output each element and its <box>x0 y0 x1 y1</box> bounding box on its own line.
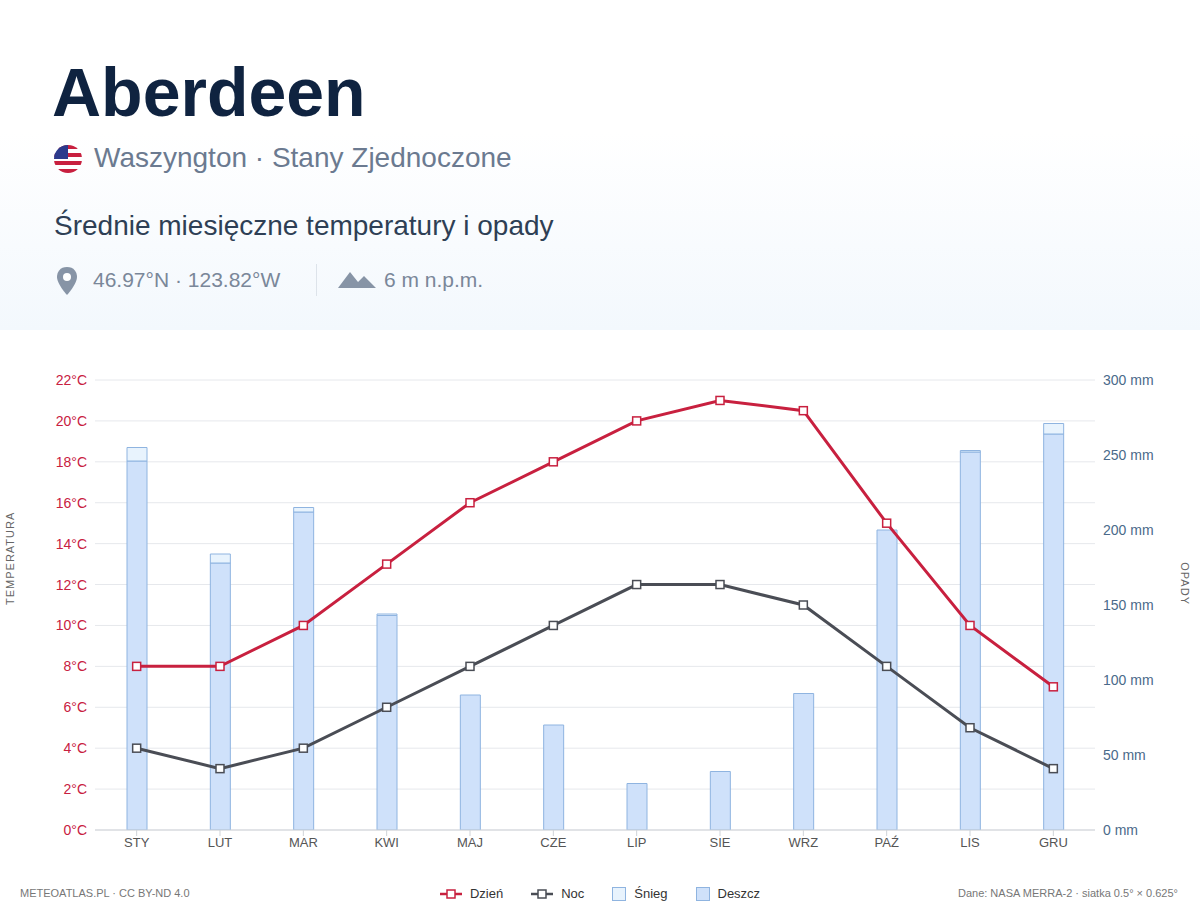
svg-text:100 mm: 100 mm <box>1103 672 1154 688</box>
svg-text:GRU: GRU <box>1039 835 1068 850</box>
svg-text:300 mm: 300 mm <box>1103 372 1154 388</box>
svg-text:0 mm: 0 mm <box>1103 822 1138 838</box>
svg-text:18°C: 18°C <box>56 454 87 470</box>
svg-text:20°C: 20°C <box>56 413 87 429</box>
svg-text:10°C: 10°C <box>56 617 87 633</box>
svg-text:250 mm: 250 mm <box>1103 447 1154 463</box>
svg-text:16°C: 16°C <box>56 495 87 511</box>
svg-text:WRZ: WRZ <box>789 835 819 850</box>
svg-text:0°C: 0°C <box>64 822 88 838</box>
html-text:METEOATLAS.PL · CC BY-ND 4.0: METEOATLAS.PL · CC BY-ND 4.0 <box>20 887 190 899</box>
html-text:46.97°N · 123.82°W: 46.97°N · 123.82°W <box>93 268 281 291</box>
svg-text:4°C: 4°C <box>64 740 88 756</box>
svg-text:TEMPERATURA: TEMPERATURA <box>4 512 16 605</box>
html-text:Średnie miesięczne temperatury: Średnie miesięczne temperatury i opady <box>54 210 554 241</box>
svg-text:14°C: 14°C <box>56 536 87 552</box>
svg-text:12°C: 12°C <box>56 577 87 593</box>
svg-text:MAJ: MAJ <box>457 835 483 850</box>
html-text:Aberdeen: Aberdeen <box>52 54 366 130</box>
svg-text:2°C: 2°C <box>64 781 88 797</box>
html-text:Deszcz: Deszcz <box>717 886 761 901</box>
svg-text:SIE: SIE <box>710 835 731 850</box>
svg-text:LIS: LIS <box>960 835 980 850</box>
html-text:Dane: NASA MERRA-2 · siatka 0.: Dane: NASA MERRA-2 · siatka 0.5° × 0.625… <box>958 887 1178 899</box>
html-text:6 m n.p.m.: 6 m n.p.m. <box>384 268 484 291</box>
svg-text:8°C: 8°C <box>64 658 88 674</box>
html-text:Waszyngton · Stany Zjednoczone: Waszyngton · Stany Zjednoczone <box>94 142 512 173</box>
svg-text:LUT: LUT <box>208 835 233 850</box>
svg-text:MAR: MAR <box>289 835 318 850</box>
svg-text:22°C: 22°C <box>56 372 87 388</box>
svg-text:KWI: KWI <box>374 835 399 850</box>
svg-text:STY: STY <box>124 835 150 850</box>
svg-text:50 mm: 50 mm <box>1103 747 1146 763</box>
svg-text:6°C: 6°C <box>64 699 88 715</box>
svg-text:150 mm: 150 mm <box>1103 597 1154 613</box>
html-text:Noc: Noc <box>561 886 585 901</box>
svg-text:PAŹ: PAŹ <box>875 835 899 850</box>
html-text:Dzień: Dzień <box>469 886 504 901</box>
svg-text:LIP: LIP <box>627 835 647 850</box>
svg-text:CZE: CZE <box>540 835 566 850</box>
svg-text:OPADY: OPADY <box>1179 562 1191 605</box>
svg-text:200 mm: 200 mm <box>1103 522 1154 538</box>
html-text:Śnieg: Śnieg <box>634 886 668 901</box>
